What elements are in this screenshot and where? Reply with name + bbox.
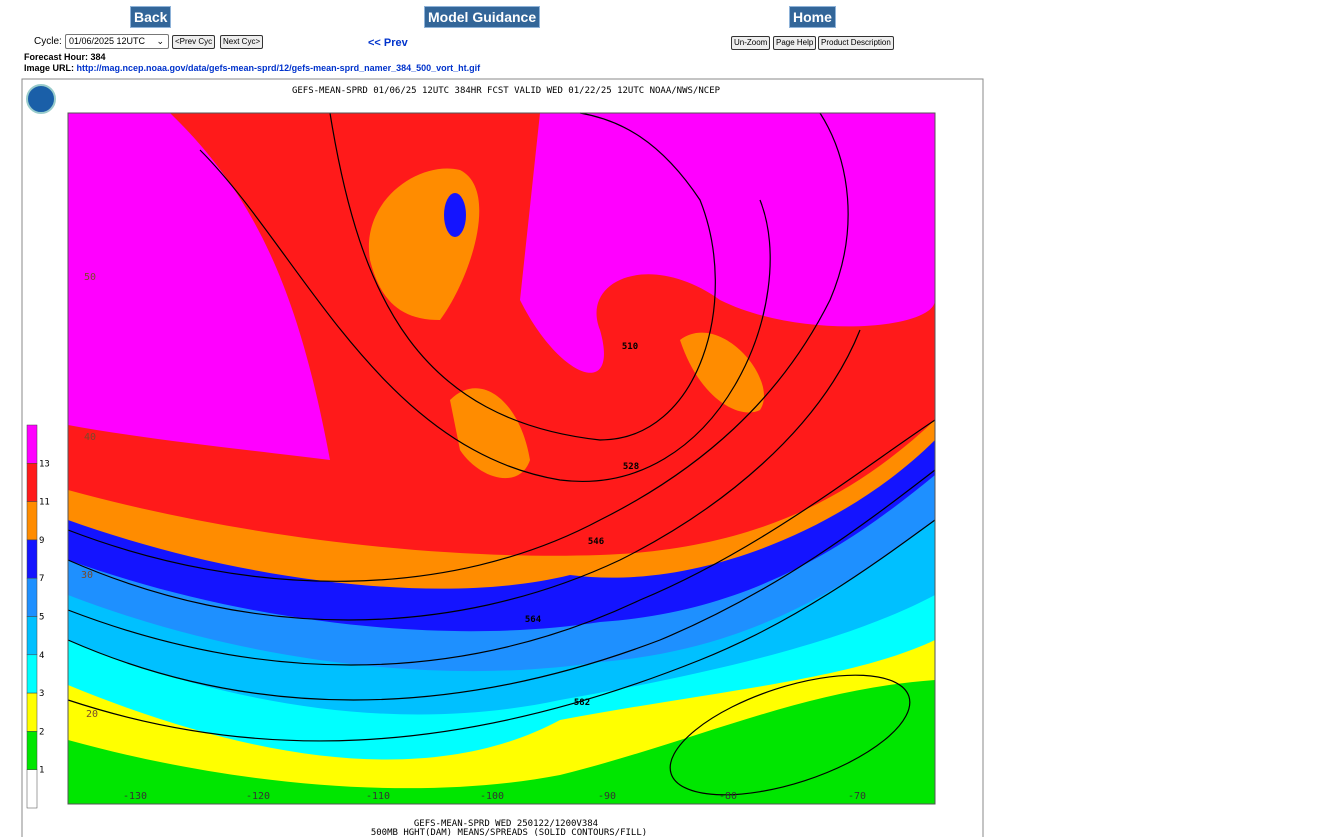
contour — [67, 469, 936, 701]
colorbar-swatch — [26, 424, 38, 464]
longitude-label: -70 — [848, 791, 866, 802]
longitude-label: -110 — [366, 791, 390, 802]
colorbar-label: 1 — [39, 766, 44, 776]
page-help-button[interactable]: Page Help — [773, 36, 817, 50]
image-url-label: Image URL: — [24, 63, 75, 73]
contour — [669, 674, 911, 796]
colorbar-label: 5 — [39, 613, 44, 623]
contour-label: 582 — [574, 698, 590, 708]
back-button[interactable]: Back — [130, 6, 172, 28]
colorbar-label: 2 — [39, 727, 44, 737]
prev-link[interactable]: << Prev — [368, 37, 408, 49]
plot-border — [67, 112, 936, 805]
colorbar-swatch — [26, 463, 38, 502]
image-url-link[interactable]: http://mag.ncep.noaa.gov/data/gefs-mean-… — [76, 63, 481, 73]
next-cycle-button[interactable]: Next Cyc> — [220, 35, 264, 49]
contour-label: 528 — [623, 462, 639, 472]
longitude-label: -130 — [123, 791, 147, 802]
colorbar-label: 7 — [39, 574, 44, 584]
colorbar-swatch — [26, 577, 38, 617]
colorbar-swatch — [26, 692, 38, 732]
contour-label: 564 — [525, 615, 542, 625]
contour — [67, 329, 861, 621]
image-url-row: Image URL: http://mag.ncep.noaa.gov/data… — [24, 63, 480, 73]
contour — [67, 519, 936, 742]
cycle-select[interactable]: 01/06/2025 12UTC ⌄ — [65, 34, 169, 49]
prev-cycle-button[interactable]: <Prev Cyc — [172, 35, 216, 49]
latitude-label: 50 — [84, 272, 96, 283]
cycle-label: Cycle: — [34, 36, 62, 47]
contour — [329, 112, 716, 441]
contour — [199, 149, 771, 482]
colorbar-label: 13 — [39, 459, 50, 469]
colorbar-swatch — [26, 769, 38, 809]
noaa-logo — [26, 84, 56, 114]
height-contours — [67, 112, 936, 796]
colorbar-swatch — [26, 539, 38, 579]
product-description-button[interactable]: Product Description — [818, 36, 894, 50]
longitude-label: -90 — [598, 791, 616, 802]
longitude-label: -120 — [246, 791, 270, 802]
longitude-label: -100 — [480, 791, 504, 802]
map-footer: 500MB HGHT(DAM) MEANS/SPREADS (SOLID CON… — [371, 828, 647, 837]
map-fill — [68, 113, 935, 804]
dropdown-arrow: ⌄ — [156, 36, 164, 46]
cycle-value: 01/06/2025 12UTC — [69, 36, 146, 46]
latitude-label: 20 — [86, 709, 98, 720]
latitude-label: 40 — [84, 432, 96, 443]
home-button[interactable]: Home — [789, 6, 836, 28]
colorbar-label: 3 — [39, 689, 44, 699]
fill-blue-spot — [444, 193, 466, 237]
map-header: GEFS-MEAN-SPRD 01/06/25 12UTC 384HR FCST… — [292, 86, 721, 96]
colorbar-label: 4 — [39, 651, 44, 661]
colorbar-swatch — [26, 731, 38, 770]
contour-label: 546 — [588, 537, 604, 547]
longitude-label: -80 — [719, 791, 737, 802]
colorbar-label: 11 — [39, 498, 50, 508]
contour — [67, 112, 849, 582]
fill-green — [68, 680, 935, 804]
map-footer: GEFS-MEAN-SPRD WED 250122/1200V384 — [414, 819, 598, 829]
unzoom-button[interactable]: Un-Zoom — [731, 36, 771, 50]
latitude-label: 30 — [81, 570, 93, 581]
colorbar-swatch — [26, 654, 38, 694]
model-guidance-button[interactable]: Model Guidance — [424, 6, 541, 28]
colorbar-swatch — [26, 501, 38, 541]
colorbar-swatch — [26, 616, 38, 656]
forecast-hour: Forecast Hour: 384 — [24, 52, 106, 62]
contour-label: 510 — [622, 342, 638, 352]
contour — [67, 419, 936, 666]
colorbar-label: 9 — [39, 536, 44, 546]
